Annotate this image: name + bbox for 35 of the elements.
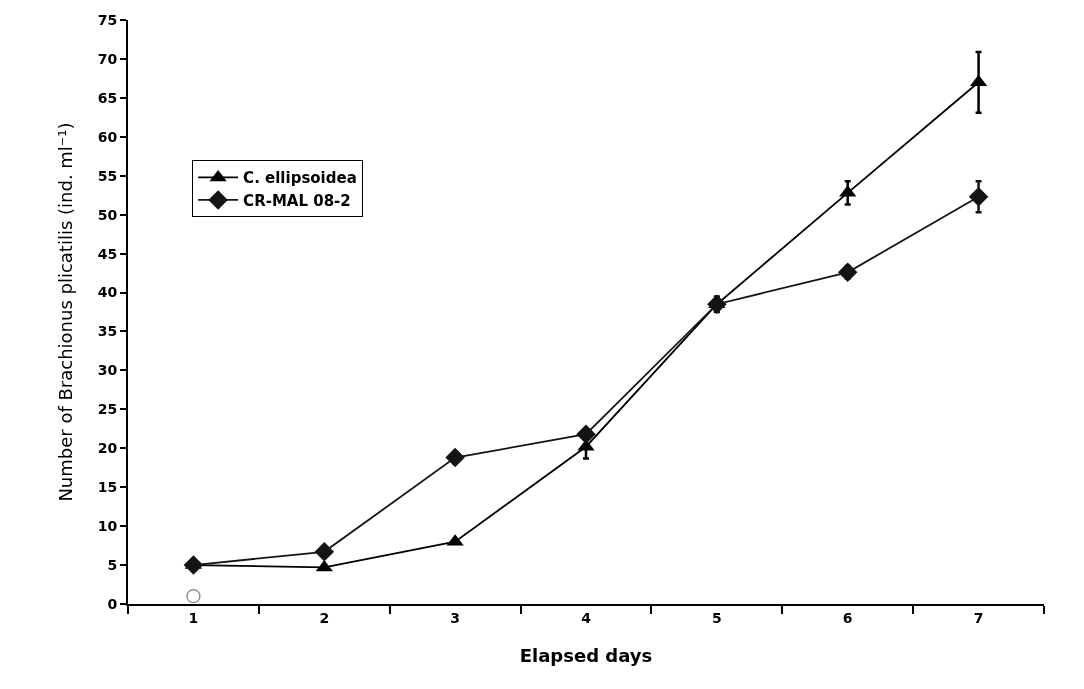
y-tick-label: 55 xyxy=(97,167,118,184)
legend-label: CR-MAL 08-2 xyxy=(243,191,351,210)
x-axis-title: Elapsed days xyxy=(519,645,653,667)
point xyxy=(837,262,858,283)
x-tick-label: 2 xyxy=(319,609,330,626)
y-tick-label: 65 xyxy=(97,89,118,106)
x-tick-label: 6 xyxy=(842,609,853,626)
x-tick-label: 3 xyxy=(450,609,461,626)
y-tick-label: 70 xyxy=(97,50,118,67)
point xyxy=(576,424,596,444)
y-tick-label: 45 xyxy=(97,245,118,262)
point xyxy=(315,559,333,572)
y-tick-label: 75 xyxy=(97,11,118,28)
y-tick-label: 15 xyxy=(97,479,118,496)
point xyxy=(968,187,989,207)
legend-label: C. ellipsoidea xyxy=(243,169,357,188)
y-tick-label: 0 xyxy=(107,595,118,612)
y-axis-title: Number of Brachionus plicatilis (ind. ml⁻¹) xyxy=(55,122,77,502)
x-tick-label: 4 xyxy=(581,609,592,626)
y-tick-label: 35 xyxy=(97,323,118,340)
point xyxy=(314,542,335,562)
point xyxy=(445,447,465,468)
x-tick-label: 7 xyxy=(973,609,984,626)
point xyxy=(183,555,204,575)
y-tick-label: 40 xyxy=(97,284,118,301)
y-tick-label: 25 xyxy=(97,401,118,418)
y-tick-label: 5 xyxy=(107,556,118,573)
y-tick-label: 30 xyxy=(97,362,118,379)
x-tick-label: 5 xyxy=(711,609,722,626)
y-tick-label: 60 xyxy=(97,128,118,145)
point xyxy=(186,589,201,604)
y-tick-label: 10 xyxy=(97,518,118,535)
y-tick-label: 50 xyxy=(97,206,118,223)
x-tick-label: 1 xyxy=(188,609,199,626)
y-tick-label: 20 xyxy=(97,440,118,457)
